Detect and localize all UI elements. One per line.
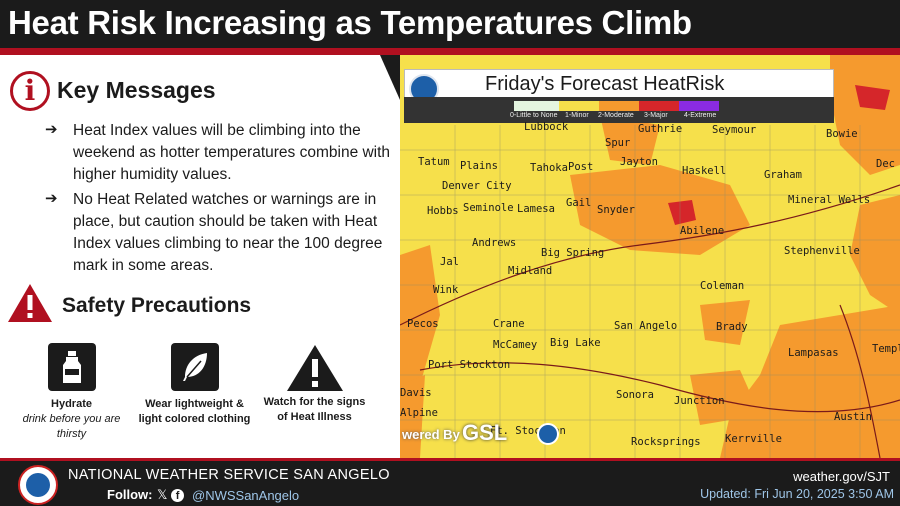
tile-sub: drink before you are thirsty xyxy=(22,413,121,440)
heatrisk-legend: 0-Little to None 1-Minor 2-Moderate 3-Ma… xyxy=(404,97,834,123)
header-bar: Heat Risk Increasing as Temperatures Cli… xyxy=(0,0,900,48)
website-link[interactable]: weather.gov/SJT xyxy=(793,469,890,484)
arrow-right-icon: ➔ xyxy=(45,189,58,207)
legend-label: 3-Major xyxy=(644,112,668,119)
city-label: Graham xyxy=(764,169,802,181)
tile-label: Hydrate xyxy=(51,398,92,410)
city-label: Tahoka xyxy=(530,162,568,174)
city-label: Jayton xyxy=(620,156,658,168)
legend-label: 0-Little to None xyxy=(510,112,558,119)
city-label: Coleman xyxy=(700,280,745,292)
city-label: Post xyxy=(568,161,594,173)
city-label: Lubbock xyxy=(524,121,569,133)
city-label: Seymour xyxy=(712,124,757,136)
legend-label: 2-Moderate xyxy=(598,112,634,119)
legend-label: 4-Extreme xyxy=(684,112,717,119)
nws-logo-icon xyxy=(18,465,58,505)
gsl-logo: GSL xyxy=(462,420,508,445)
noaa-logo-icon xyxy=(537,423,559,445)
x-icon[interactable]: 𝕏 xyxy=(157,487,168,502)
tile-label: Wear lightweight & light colored clothin… xyxy=(138,398,251,425)
safety-precautions-title: Safety Precautions xyxy=(62,294,252,317)
city-label: Port Stockton xyxy=(428,359,511,371)
city-label: Haskell xyxy=(682,165,727,177)
city-label: San Angelo xyxy=(614,320,678,332)
city-label: Andrews xyxy=(472,237,517,249)
city-label: Spur xyxy=(605,137,631,149)
info-icon: i xyxy=(10,71,50,111)
exclamation-triangle-icon xyxy=(286,345,343,391)
office-name: NATIONAL WEATHER SERVICE SAN ANGELO xyxy=(68,467,390,483)
city-label: Midland xyxy=(508,265,553,277)
city-label: Abilene xyxy=(680,225,725,237)
city-label: Dec xyxy=(876,158,895,170)
social-handle-link[interactable]: @NWSSanAngelo xyxy=(192,488,300,503)
city-label: Stephenville xyxy=(784,245,860,257)
feather-icon xyxy=(170,343,219,391)
heatrisk-map: Friday's Forecast HeatRisk 0-Little to N… xyxy=(400,55,900,458)
city-label: Hobbs xyxy=(427,205,459,217)
legend-swatch-major xyxy=(639,101,679,111)
city-label: Snyder xyxy=(597,204,635,216)
city-label: Kerrville xyxy=(725,433,782,445)
city-label: Guthrie xyxy=(638,123,683,135)
updated-timestamp: Updated: Fri Jun 20, 2025 3:50 AM xyxy=(700,487,894,501)
key-message-item: ➔ Heat Index values will be climbing int… xyxy=(45,120,395,190)
city-label: Seminole xyxy=(463,202,514,214)
header-divider xyxy=(0,48,900,55)
legend-swatch-extreme xyxy=(679,101,719,111)
arrow-right-icon: ➔ xyxy=(45,120,58,138)
city-label: Austin xyxy=(834,411,872,423)
footer-divider xyxy=(0,458,900,461)
key-messages-panel: i Key Messages ➔ Heat Index values will … xyxy=(0,55,400,458)
safety-tile-clothing: Wear lightweight & light colored clothin… xyxy=(137,343,252,427)
city-label: Wink xyxy=(433,284,459,296)
city-label: Bowie xyxy=(826,128,858,140)
water-bottle-icon xyxy=(47,343,96,391)
city-label: Lampasas xyxy=(788,347,839,359)
legend-swatch-moderate xyxy=(599,101,639,111)
key-message-text: Heat Index values will be climbing into … xyxy=(73,122,391,183)
key-message-item: ➔ No Heat Related watches or warnings ar… xyxy=(45,189,395,281)
city-label: Templ xyxy=(872,343,900,355)
city-label: McCamey xyxy=(493,339,538,351)
tile-label: Watch for the signs of Heat Illness xyxy=(263,396,366,423)
city-label: Rocksprings xyxy=(631,436,701,448)
key-messages-title: Key Messages xyxy=(57,77,216,103)
city-label: Plains xyxy=(460,160,498,172)
key-message-text: No Heat Related watches or warnings are … xyxy=(73,191,383,274)
legend-swatch-little xyxy=(514,101,559,111)
city-label: Jal xyxy=(440,256,459,268)
city-label: Junction xyxy=(674,395,725,407)
city-label: Davis xyxy=(400,387,432,399)
facebook-icon[interactable]: f xyxy=(171,489,185,502)
warning-triangle-icon xyxy=(8,284,52,322)
powered-by-text: wered By xyxy=(402,427,460,442)
city-label: Alpine xyxy=(400,407,438,419)
city-label: Crane xyxy=(493,318,525,330)
page-title: Heat Risk Increasing as Temperatures Cli… xyxy=(8,4,692,41)
city-label: Denver City xyxy=(442,180,512,192)
city-label: Gail xyxy=(566,197,592,209)
city-label: Big Lake xyxy=(550,337,601,349)
safety-tile-heat-illness: Watch for the signs of Heat Illness xyxy=(257,343,372,425)
safety-tile-hydrate: Hydrate drink before you are thirsty xyxy=(14,343,129,442)
legend-label: 1-Minor xyxy=(565,112,589,119)
follow-label: Follow: xyxy=(107,487,153,502)
legend-swatch-minor xyxy=(559,101,599,111)
city-label: Big Spring xyxy=(541,247,605,259)
city-label: Sonora xyxy=(616,389,654,401)
footer-bar: NATIONAL WEATHER SERVICE SAN ANGELO Foll… xyxy=(0,461,900,506)
city-label: Pecos xyxy=(407,318,439,330)
city-label: Lamesa xyxy=(517,203,555,215)
social-icons: 𝕏 f xyxy=(157,487,185,503)
city-label: Mineral Wells xyxy=(788,194,871,206)
city-label: Tatum xyxy=(418,156,450,168)
city-label: Brady xyxy=(716,321,748,333)
map-title: Friday's Forecast HeatRisk xyxy=(485,73,725,95)
